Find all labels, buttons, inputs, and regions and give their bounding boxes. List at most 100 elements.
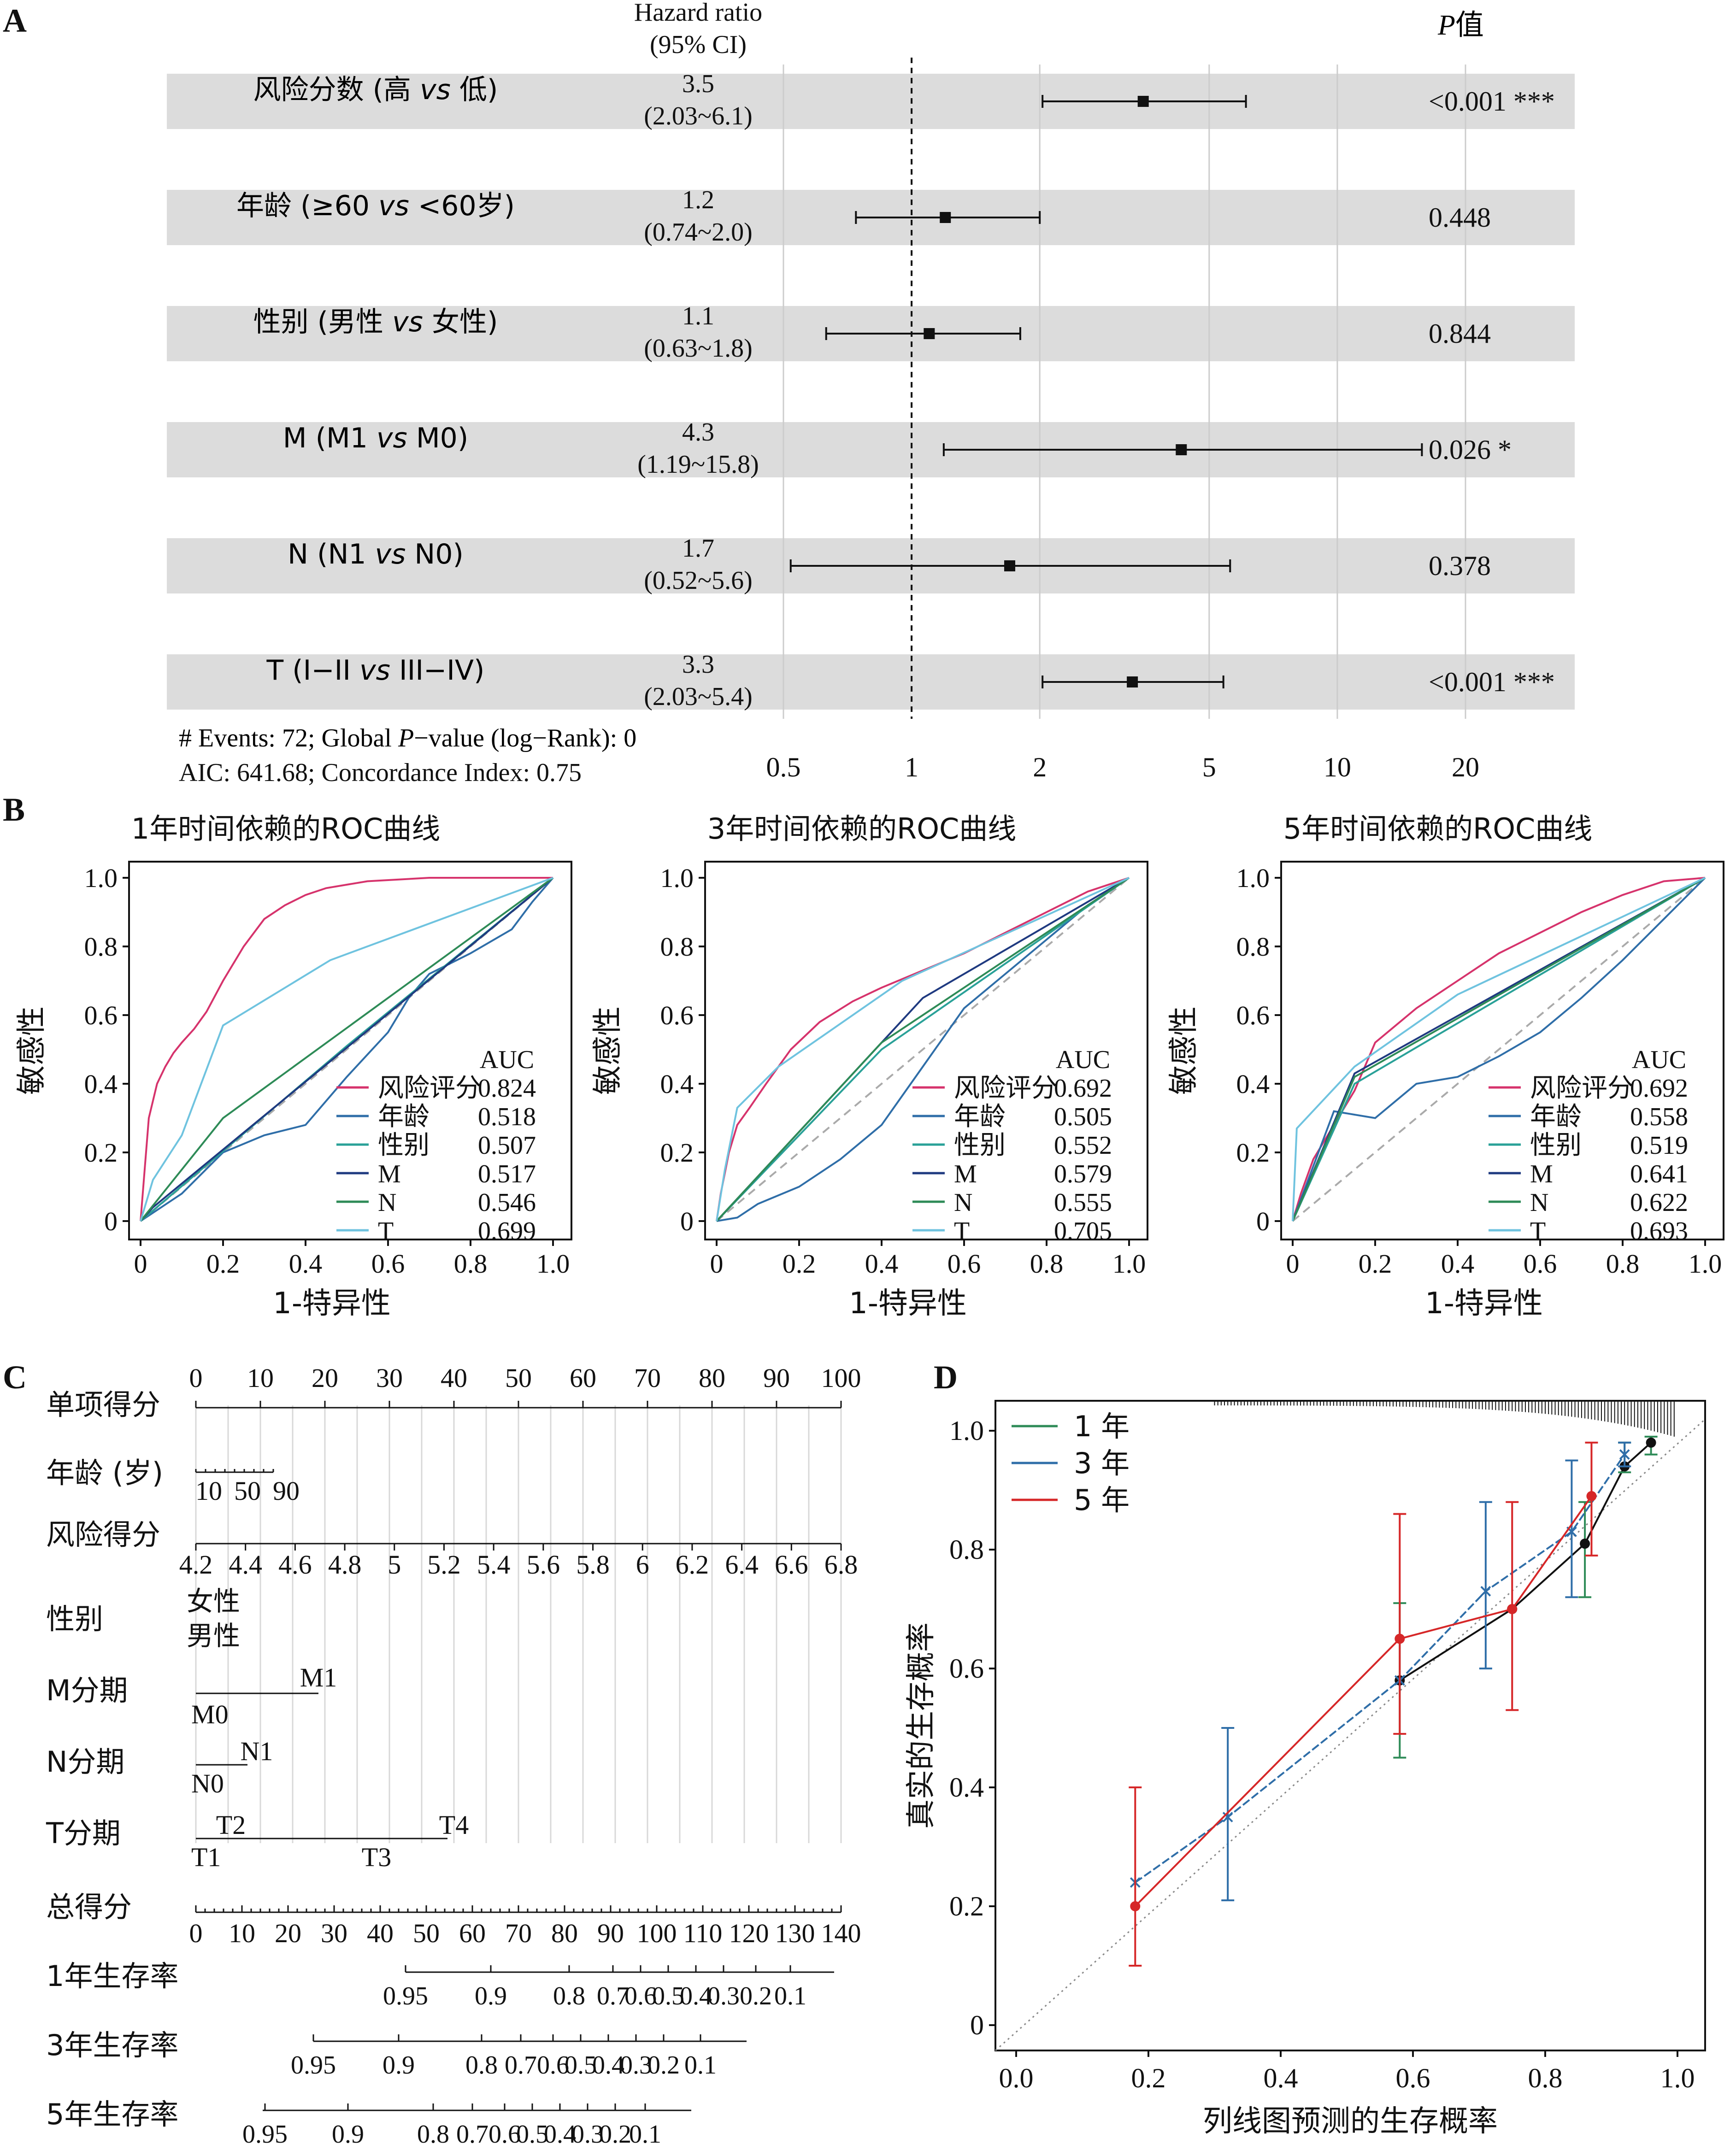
roc-curve [716,877,1130,1222]
roc-y-tick-label: 0 [680,1206,694,1236]
nomogram-n-label: N0 [191,1768,224,1798]
nomogram-survival-tick-label: 0.9 [332,2120,364,2149]
roc-legend-name: 年龄 [1530,1102,1582,1132]
roc-x-tick-label: 0.4 [865,1249,899,1279]
nomogram-survival-tick-label: 0.5 [652,1982,684,2010]
roc-y-tick-label: 0.4 [84,1069,118,1099]
nomogram-points-tick-label: 90 [763,1363,790,1393]
nomogram-survival-tick-label: 0.8 [465,2051,498,2080]
forest-p-header-rest: 值 [1455,10,1484,41]
nomogram-age-tick-label: 90 [273,1476,300,1506]
nomogram-total-tick-label: 30 [321,1918,347,1948]
roc-title: 1年时间依赖的ROC曲线 [131,812,441,846]
calib-x-tick-label: 0.0 [999,2063,1034,2093]
nomogram-total-tick-label: 110 [683,1918,723,1948]
roc-frame [1280,861,1724,1240]
calib-point [1646,1437,1656,1448]
nomogram-survival-tick-label: 0.6 [624,1982,657,2010]
calib-point [1222,1812,1233,1822]
nomogram-points-tick-label: 20 [312,1363,338,1393]
panel-label-c: C [3,1359,27,1396]
forest-hr-point [1137,96,1149,107]
roc-legend-auc: 0.558 [1630,1103,1688,1131]
forest-ci-value: (2.03~6.1) [644,102,753,130]
roc-curve [1292,877,1706,1222]
roc-chart-1: 1年时间依赖的ROC曲线 00 0.2 0.2 0.4 0.4 0.6 0.6 0.8 0.8 1.… [15,812,572,1321]
calib-y-tick-label: 0.8 [949,1534,984,1565]
roc-auc-header: AUC [1632,1046,1686,1074]
nomogram-survival-tick-label: 0.4 [680,1982,712,2010]
forest-p-header-italic: P [1437,10,1455,41]
nomogram-survival-tick-label: 0.95 [291,2051,336,2080]
forest-p-value: 0.844 [1429,318,1491,349]
nomogram-survival-tick-label: 0.3 [571,2120,604,2149]
roc-legend-name: T [378,1217,394,1245]
roc-diagonal [716,877,1130,1222]
roc-chart-3: 5年时间依赖的ROC曲线 00 0.2 0.2 0.4 0.4 0.6 0.6 0.8 0.8 1.… [1167,812,1724,1321]
nomogram-total-tick-label: 0 [189,1918,203,1948]
calib-series-line [1399,1442,1652,1681]
roc-x-tick-label: 0.6 [1524,1249,1557,1279]
roc-curve [1292,877,1706,1222]
forest-hr-value: 3.3 [682,650,714,679]
roc-curve [1292,877,1706,1222]
roc-y-tick-label: 0.6 [84,1000,118,1030]
roc-x-label: 1-特异性 [849,1287,967,1321]
roc-frame [128,861,572,1240]
roc-y-tick-label: 0.2 [660,1138,694,1168]
calib-x-tick-label: 0.6 [1396,2063,1430,2093]
forest-row-label: 性别 (男性 vs 女性) [253,306,498,338]
calib-x-tick-label: 0.2 [1131,2063,1166,2093]
nomogram-survival-tick-label: 0.9 [383,2051,415,2080]
roc-legend-auc: 0.546 [478,1188,536,1217]
forest-ci-header: (95% CI) [650,30,747,59]
roc-curve [140,877,554,1222]
roc-y-tick-label: 0.4 [1236,1069,1270,1099]
roc-legend-auc: 0.693 [1630,1217,1688,1245]
calib-x-tick-label: 0.8 [1528,2063,1563,2093]
roc-frame [704,861,1148,1240]
nomogram-survival-tick-label: 0.7 [505,2051,537,2080]
forest-hr-point [940,212,951,223]
panel-label-a: A [3,2,27,39]
nomogram-row-label: 5年生存率 [46,2097,178,2131]
forest-row-band [167,74,1575,129]
roc-x-tick-label: 0.2 [783,1249,816,1279]
forest-footer-p: P [398,724,414,752]
forest-hr-point [1004,560,1015,571]
calib-series-line [1135,1454,1625,1884]
forest-row-label-part: N0) [406,538,464,570]
nomogram-row-label: 1年生存率 [46,1959,178,1993]
nomogram-t-label: T4 [439,1810,469,1840]
nomogram-risk-tick-label: 6 [636,1550,649,1580]
roc-legend-name: T [954,1217,970,1245]
forest-ci-value: (0.74~2.0) [644,218,753,247]
nomogram-points-tick-label: 80 [699,1363,725,1393]
roc-legend-auc: 0.824 [478,1074,536,1103]
nomogram-risk-tick-label: 6.2 [676,1550,709,1580]
calib-y-label: 真实的生存概率 [904,1622,938,1829]
calib-legend-label: 3 年 [1074,1446,1130,1480]
forest-row-label-vs: vs [392,306,423,338]
nomogram-survival-tick-label: 0.6 [488,2120,521,2149]
roc-legend-auc: 0.555 [1054,1188,1112,1217]
nomogram-row-label: 3年生存率 [46,2028,178,2062]
roc-title: 3年时间依赖的ROC曲线 [707,812,1017,846]
roc-legend-name: 年龄 [954,1102,1006,1132]
roc-auc-header: AUC [480,1046,534,1074]
roc-legend-auc: 0.518 [478,1103,536,1131]
roc-legend-auc: 0.505 [1054,1103,1112,1131]
calib-point [1619,1449,1630,1460]
nomogram-total-tick-label: 100 [637,1918,677,1948]
nomogram-risk-tick-label: 6.8 [824,1550,858,1580]
roc-y-tick-label: 0.8 [1236,932,1270,962]
nomogram-total-tick-label: 50 [413,1918,440,1948]
roc-title: 5年时间依赖的ROC曲线 [1283,812,1593,846]
forest-row-label-vs: vs [359,654,390,687]
nomogram-sex-label: 女性 [187,1586,240,1617]
roc-legend-auc: 0.507 [478,1131,536,1160]
forest-footer-part: −value (log−Rank): 0 [414,724,636,752]
forest-row-label-vs: vs [377,422,407,454]
forest-row-label-part: <60岁) [409,190,515,222]
